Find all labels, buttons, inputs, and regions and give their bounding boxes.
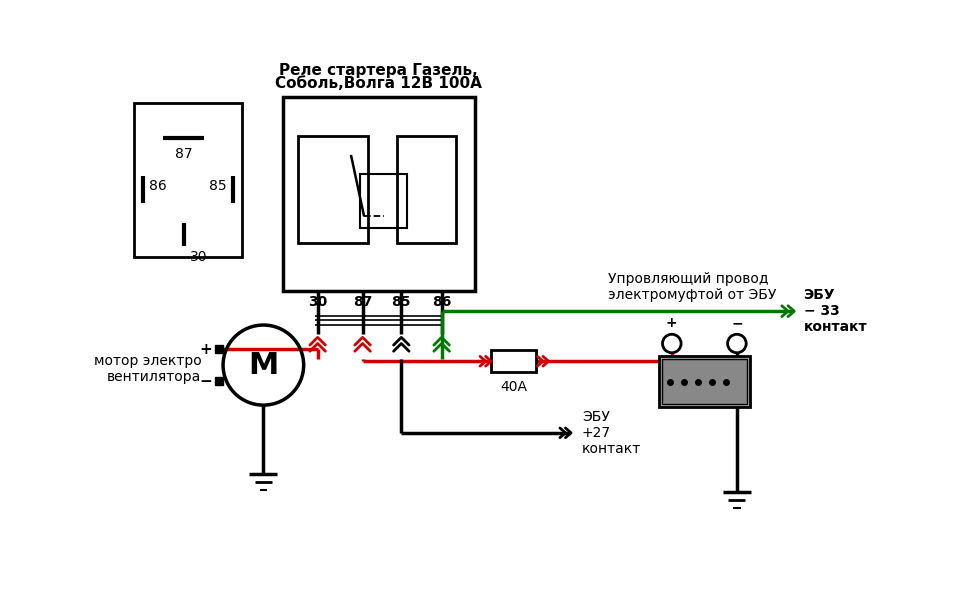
Bar: [661, 359, 747, 404]
Bar: [492, 350, 537, 372]
Text: 87: 87: [353, 295, 372, 309]
Circle shape: [728, 334, 746, 353]
Bar: [360, 174, 407, 228]
Text: Соболь,Волга 12В 100А: Соболь,Волга 12В 100А: [276, 76, 482, 91]
Text: ЭБУ
+27
контакт: ЭБУ +27 контакт: [582, 410, 641, 456]
Bar: [134, 103, 243, 257]
Bar: [215, 378, 223, 385]
Text: М: М: [249, 350, 278, 379]
Text: Упровляющий провод
электромуфтой от ЭБУ: Упровляющий провод электромуфтой от ЭБУ: [609, 272, 777, 302]
Text: −: −: [200, 374, 212, 388]
Text: 86: 86: [150, 179, 167, 193]
Text: 87: 87: [175, 147, 192, 161]
Text: 85: 85: [209, 179, 227, 193]
Bar: [397, 136, 456, 243]
Bar: [283, 97, 475, 291]
Bar: [299, 136, 368, 243]
Text: Реле стартера Газель,: Реле стартера Газель,: [279, 63, 478, 78]
Bar: [215, 345, 223, 353]
Text: +: +: [666, 316, 678, 330]
Text: 86: 86: [432, 295, 451, 309]
Text: 85: 85: [392, 295, 411, 309]
Text: ЭБУ
− 33
контакт: ЭБУ − 33 контакт: [804, 288, 867, 335]
Text: 40А: 40А: [500, 380, 527, 394]
Text: +: +: [200, 342, 212, 356]
Text: 30: 30: [190, 249, 207, 263]
Text: мотор электро
вентилятора: мотор электро вентилятора: [94, 355, 202, 385]
Circle shape: [662, 334, 681, 353]
Text: 30: 30: [308, 295, 327, 309]
Text: −: −: [732, 316, 743, 330]
Bar: [659, 356, 750, 408]
